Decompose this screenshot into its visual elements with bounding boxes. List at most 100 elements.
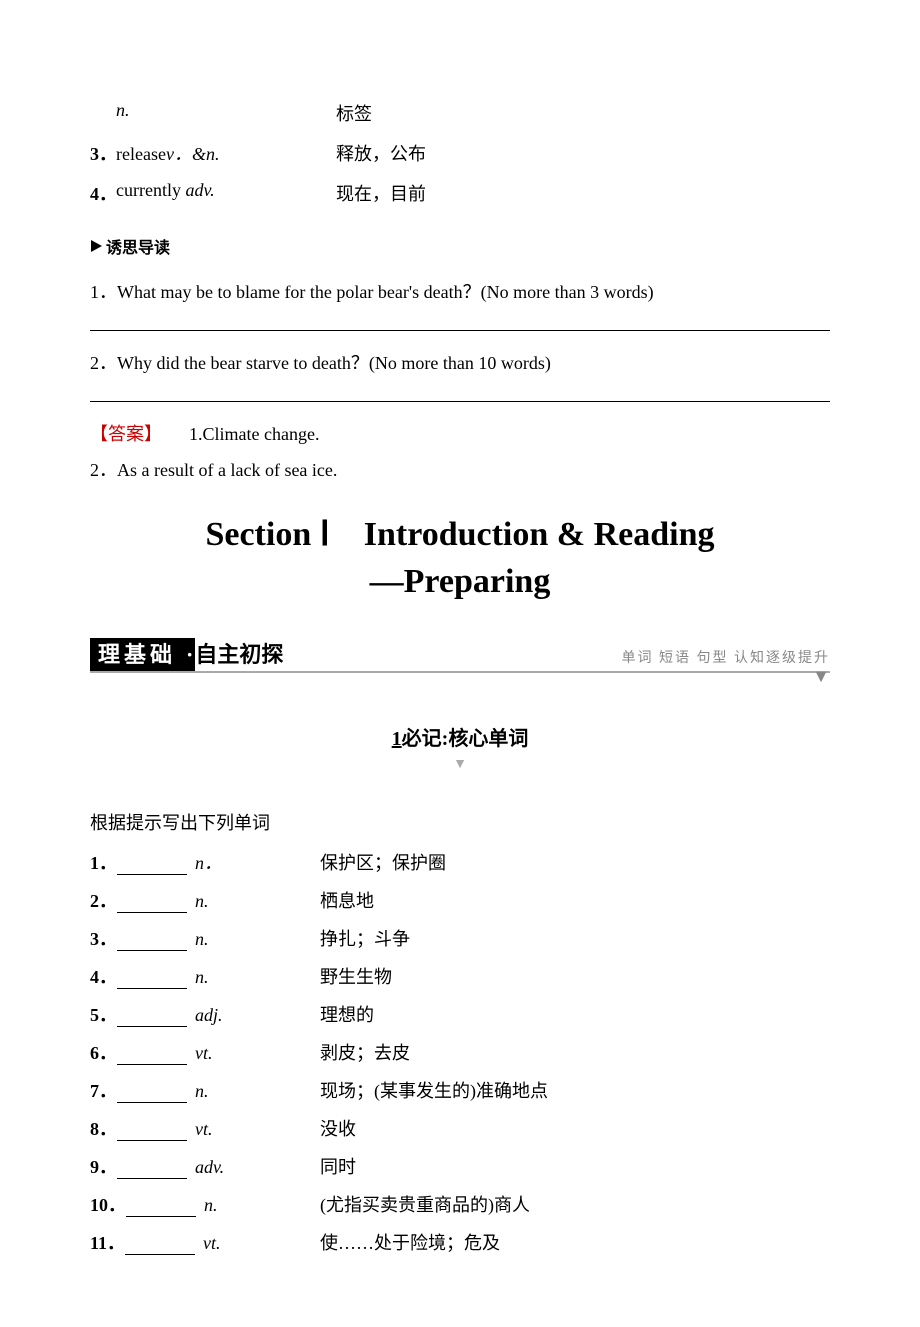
word-row-6: 6． vt. 剥皮；去皮	[90, 1039, 830, 1065]
instruction: 根据提示写出下列单词	[90, 809, 830, 835]
vocab-num: 3．	[90, 140, 116, 166]
word-row-4: 4． n. 野生生物	[90, 963, 830, 989]
vocab-row-n: n. 标签	[90, 100, 830, 126]
word-left: 3． n.	[90, 925, 320, 951]
word-left: 8． vt.	[90, 1115, 320, 1141]
word-pos: vt.	[203, 1233, 221, 1253]
vocab-def: 现在，目前	[336, 180, 830, 206]
section-title-line1: Section Ⅰ Introduction & Reading	[90, 506, 830, 555]
vocab-row-4: 4． currently adv. 现在，目前	[90, 180, 830, 206]
word-row-8: 8． vt. 没收	[90, 1115, 830, 1141]
word-row-1: 1． n． 保护区；保护圈	[90, 849, 830, 875]
word-row-7: 7． n. 现场；(某事发生的)准确地点	[90, 1077, 830, 1103]
banner: 理基础·自主初探 单词 短语 句型 认知逐级提升	[90, 637, 830, 669]
word-row-5: 5． adj. 理想的	[90, 1001, 830, 1027]
word-num: 4．	[90, 967, 117, 987]
word-def: (尤指买卖贵重商品的)商人	[320, 1191, 830, 1217]
vocab-def: 释放，公布	[336, 140, 830, 166]
word-left: 10． n.	[90, 1191, 320, 1217]
word-num: 9．	[90, 1157, 117, 1177]
word-blank	[117, 858, 187, 875]
answer-row-1: 【答案】 1.Climate change.	[90, 420, 830, 446]
vocab-num: 4．	[90, 180, 116, 206]
word-def: 使……处于险境；危及	[320, 1229, 830, 1255]
word-pos: n.	[195, 967, 209, 987]
word-def: 栖息地	[320, 887, 830, 913]
answer-2: 2．As a result of a lack of sea ice.	[90, 456, 830, 482]
sub-heading-text: 必记:核心单词	[402, 728, 529, 750]
word-def: 没收	[320, 1115, 830, 1141]
word-pos: n.	[195, 1081, 209, 1101]
word-blank	[117, 972, 187, 989]
word-pos: n．	[195, 853, 222, 873]
word-row-10: 10． n. (尤指买卖贵重商品的)商人	[90, 1191, 830, 1217]
word-pos: n.	[204, 1195, 218, 1215]
answer-label: 【答案】	[90, 424, 162, 444]
page: n. 标签 3． releasev．&n. 释放，公布 4． currently…	[0, 0, 920, 1327]
guide-label: 诱思导读	[106, 234, 170, 258]
word-left: 7． n.	[90, 1077, 320, 1103]
word-pos: n.	[195, 891, 209, 911]
word-def: 剥皮；去皮	[320, 1039, 830, 1065]
question-1: 1．What may be to blame for the polar bea…	[90, 278, 830, 304]
word-blank	[117, 1086, 187, 1103]
word-left: 11． vt.	[90, 1229, 320, 1255]
sub-heading-arrow-icon: ▼	[90, 757, 830, 773]
word-def: 保护区；保护圈	[320, 849, 830, 875]
answer-blank-2	[90, 383, 830, 402]
banner-rest-text: 自主初探	[195, 642, 283, 667]
word-left: 4． n.	[90, 963, 320, 989]
word-left: 9． adv.	[90, 1153, 320, 1179]
word-blank	[117, 934, 187, 951]
word-blank	[126, 1200, 196, 1217]
word-pos: adv.	[195, 1157, 224, 1177]
word-def: 现场；(某事发生的)准确地点	[320, 1077, 830, 1103]
vocab-term: releasev．&n.	[116, 140, 336, 166]
word-blank	[117, 1124, 187, 1141]
word-left: 5． adj.	[90, 1001, 320, 1027]
word-num: 3．	[90, 929, 117, 949]
word-num: 5．	[90, 1005, 117, 1025]
word-left: 6． vt.	[90, 1039, 320, 1065]
word-num: 7．	[90, 1081, 117, 1101]
word-row-2: 2． n. 栖息地	[90, 887, 830, 913]
section-title-line2: —Preparing	[90, 563, 830, 601]
word-num: 8．	[90, 1119, 117, 1139]
word-pos: vt.	[195, 1043, 213, 1063]
vocab-def: 标签	[336, 100, 830, 126]
word-num: 6．	[90, 1043, 117, 1063]
banner-arrow-icon: ▼	[90, 672, 830, 680]
word-blank	[117, 896, 187, 913]
banner-black-text: 理基础	[90, 638, 184, 671]
word-def: 理想的	[320, 1001, 830, 1027]
word-row-9: 9． adv. 同时	[90, 1153, 830, 1179]
vocab-row-3: 3． releasev．&n. 释放，公布	[90, 140, 830, 166]
word-num: 10．	[90, 1195, 126, 1215]
word-num: 11．	[90, 1233, 125, 1253]
banner-left: 理基础·自主初探	[90, 637, 283, 669]
word-pos: adj.	[195, 1005, 223, 1025]
word-pos: vt.	[195, 1119, 213, 1139]
word-def: 野生生物	[320, 963, 830, 989]
banner-right-text: 单词 短语 句型 认知逐级提升	[622, 647, 831, 669]
word-left: 1． n．	[90, 849, 320, 875]
word-pos: n.	[195, 929, 209, 949]
word-blank	[117, 1010, 187, 1027]
word-row-3: 3．n. 挣扎；斗争	[90, 925, 830, 951]
banner-dot: ·	[184, 638, 195, 671]
word-num: 1．	[90, 853, 117, 873]
guide-marker: 诱思导读	[90, 234, 170, 258]
word-row-11: 11． vt. 使……处于险境；危及	[90, 1229, 830, 1255]
sub-heading-num: 1	[392, 728, 402, 750]
word-num: 2．	[90, 891, 117, 911]
word-blank	[117, 1162, 187, 1179]
answer-1: 1.Climate change.	[189, 424, 319, 444]
play-icon	[90, 239, 104, 253]
word-def: 同时	[320, 1153, 830, 1179]
vocab-pos: n.	[116, 100, 336, 126]
sub-heading: 1必记:核心单词	[90, 722, 830, 751]
answer-blank-1	[90, 312, 830, 331]
vocab-term: currently adv.	[116, 180, 336, 206]
word-left: 2． n.	[90, 887, 320, 913]
word-blank	[117, 1048, 187, 1065]
